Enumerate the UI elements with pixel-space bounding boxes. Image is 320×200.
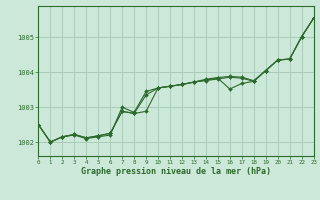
X-axis label: Graphe pression niveau de la mer (hPa): Graphe pression niveau de la mer (hPa) — [81, 167, 271, 176]
